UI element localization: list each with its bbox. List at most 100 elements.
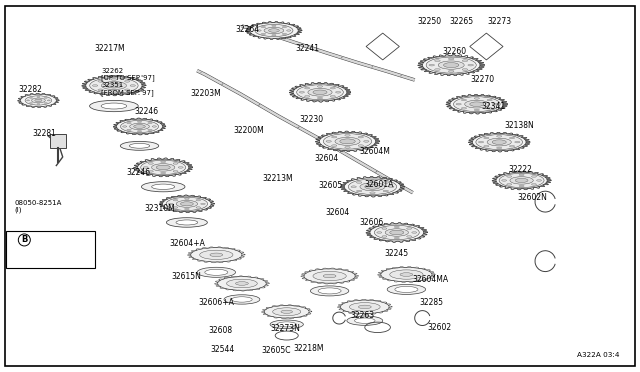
Ellipse shape [370, 224, 424, 241]
Ellipse shape [492, 103, 497, 105]
Text: 32222: 32222 [509, 165, 532, 174]
Ellipse shape [383, 190, 388, 192]
Ellipse shape [143, 167, 148, 168]
Ellipse shape [400, 273, 413, 276]
Text: 32281: 32281 [32, 129, 56, 138]
Text: 32260: 32260 [443, 47, 467, 56]
Ellipse shape [406, 228, 412, 230]
Ellipse shape [355, 318, 375, 323]
Ellipse shape [308, 89, 332, 96]
Ellipse shape [349, 302, 380, 311]
Ellipse shape [313, 90, 327, 94]
Ellipse shape [152, 184, 175, 189]
Ellipse shape [390, 270, 423, 279]
Ellipse shape [148, 170, 154, 172]
Ellipse shape [497, 147, 502, 149]
Text: 32264: 32264 [236, 25, 260, 34]
Text: 32604M: 32604M [360, 147, 390, 156]
Ellipse shape [487, 138, 511, 146]
Text: 32604: 32604 [315, 154, 339, 163]
Ellipse shape [272, 35, 276, 36]
Ellipse shape [358, 136, 364, 138]
Ellipse shape [479, 141, 484, 143]
Ellipse shape [305, 87, 310, 89]
Ellipse shape [27, 100, 29, 101]
Ellipse shape [273, 308, 301, 316]
Text: 32604: 32604 [325, 208, 349, 217]
Ellipse shape [390, 230, 404, 235]
Ellipse shape [138, 121, 141, 122]
Ellipse shape [470, 102, 484, 106]
Ellipse shape [484, 137, 489, 139]
Ellipse shape [218, 277, 266, 290]
Ellipse shape [269, 29, 279, 32]
Ellipse shape [106, 83, 122, 88]
Ellipse shape [200, 250, 233, 259]
Text: 32270: 32270 [470, 76, 495, 84]
Ellipse shape [383, 182, 388, 183]
Ellipse shape [264, 305, 309, 318]
Ellipse shape [86, 77, 142, 94]
Ellipse shape [173, 199, 178, 201]
Bar [50, 134, 66, 148]
Ellipse shape [435, 60, 440, 62]
Ellipse shape [166, 218, 207, 227]
Text: 32241: 32241 [296, 44, 320, 53]
Ellipse shape [364, 141, 369, 142]
Text: 32245: 32245 [384, 249, 408, 258]
Ellipse shape [449, 58, 454, 60]
Ellipse shape [347, 316, 383, 326]
Ellipse shape [510, 177, 533, 184]
Ellipse shape [345, 147, 350, 148]
Ellipse shape [297, 85, 343, 100]
Ellipse shape [148, 163, 154, 164]
Ellipse shape [450, 96, 504, 113]
Ellipse shape [412, 232, 417, 233]
Ellipse shape [196, 199, 200, 201]
Ellipse shape [515, 178, 528, 182]
Ellipse shape [382, 235, 387, 237]
Ellipse shape [210, 253, 223, 257]
Ellipse shape [44, 97, 47, 99]
Ellipse shape [435, 68, 440, 70]
Text: 32606+A: 32606+A [198, 298, 234, 307]
Ellipse shape [370, 180, 375, 182]
Ellipse shape [184, 208, 189, 210]
Ellipse shape [340, 300, 389, 314]
Ellipse shape [250, 23, 298, 38]
Ellipse shape [382, 228, 387, 230]
Ellipse shape [509, 145, 515, 147]
Ellipse shape [340, 139, 355, 144]
Ellipse shape [98, 80, 103, 82]
Ellipse shape [31, 98, 45, 103]
Bar [6, 231, 95, 268]
Ellipse shape [232, 297, 252, 302]
Text: 32606: 32606 [360, 218, 384, 227]
Ellipse shape [326, 141, 332, 142]
Ellipse shape [426, 57, 476, 73]
Ellipse shape [282, 33, 287, 35]
Text: 32282: 32282 [18, 85, 42, 94]
Ellipse shape [335, 92, 340, 93]
Ellipse shape [264, 28, 284, 33]
Ellipse shape [161, 161, 166, 163]
Ellipse shape [499, 173, 544, 187]
Ellipse shape [255, 25, 293, 36]
Ellipse shape [224, 295, 260, 304]
Ellipse shape [166, 197, 207, 211]
Ellipse shape [197, 267, 236, 278]
Ellipse shape [141, 182, 185, 192]
Ellipse shape [176, 201, 198, 207]
Ellipse shape [261, 33, 266, 35]
Ellipse shape [127, 129, 131, 131]
Ellipse shape [37, 103, 40, 105]
Ellipse shape [385, 229, 408, 236]
Ellipse shape [148, 129, 152, 131]
Ellipse shape [531, 176, 536, 177]
Ellipse shape [138, 131, 141, 132]
Ellipse shape [474, 97, 479, 99]
Ellipse shape [90, 78, 138, 93]
Text: 32213M: 32213M [262, 174, 293, 183]
Ellipse shape [323, 274, 336, 278]
Ellipse shape [152, 126, 156, 127]
